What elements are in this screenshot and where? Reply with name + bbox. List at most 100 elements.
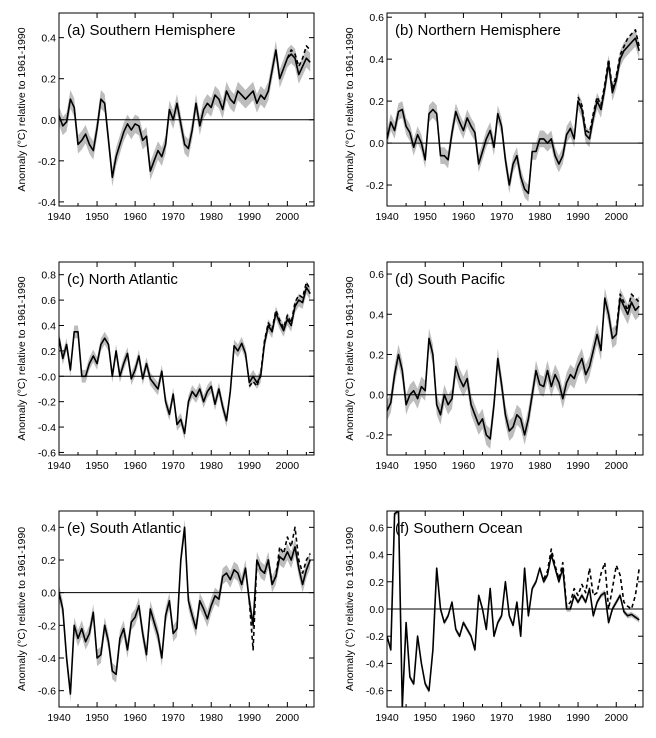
y-tick-label: -0.2	[366, 430, 384, 442]
y-axis-label: Anomaly (°C) relative to 1961-1990	[16, 276, 28, 440]
y-tick-label: 0.6	[369, 12, 384, 24]
y-tick-label: 0.2	[369, 96, 384, 108]
y-tick-label: -0.4	[38, 653, 56, 665]
y-tick-label: -0.4	[366, 658, 384, 670]
x-tick-label: 1950	[85, 460, 109, 472]
y-tick-label: -0.4	[38, 197, 56, 209]
x-tick-label: 2000	[605, 460, 629, 472]
y-tick-label: 0.0	[369, 390, 384, 402]
y-tick-label: 0.2	[369, 349, 384, 361]
x-tick-label: 2000	[605, 211, 629, 223]
x-tick-label: 1950	[414, 712, 438, 724]
uncertainty-band	[387, 29, 640, 202]
y-tick-label: -0.2	[38, 620, 56, 632]
panel-title: (e) South Atlantic	[67, 520, 182, 537]
panel-south-pacific: 1940 1950 1960 1970 1980 1990 2000 -0.2 0.0 0.2 0.…	[344, 261, 644, 472]
y-tick-label: 0.4	[41, 522, 56, 534]
panel-title: (b) Northern Hemisphere	[395, 22, 561, 39]
x-tick-label: 1960	[123, 211, 147, 223]
panel-southern-ocean: 1940 1950 1960 1970 1980 1990 2000 -0.6 -0.4 -0.2…	[344, 510, 644, 724]
y-tick-label: -0.2	[366, 180, 384, 192]
x-tick-label: 1990	[238, 460, 262, 472]
series-line-solid	[387, 511, 640, 707]
uncertainty-band	[59, 40, 311, 187]
y-tick-label: 0.0	[369, 604, 384, 616]
y-tick-label: -0.2	[38, 156, 56, 168]
y-tick-label: 0.6	[369, 522, 384, 534]
plot-area	[387, 288, 643, 449]
y-tick-label: 0.0	[41, 588, 56, 600]
series-line-solid	[387, 37, 640, 195]
x-tick-label: 1980	[200, 712, 224, 724]
x-tick-label: 1960	[452, 712, 476, 724]
x-tick-label: 1950	[85, 211, 109, 223]
y-tick-label: -0.4	[38, 422, 56, 434]
y-tick-label: 0.0	[369, 138, 384, 150]
x-tick-label: 1950	[85, 712, 109, 724]
series-line-solid	[59, 49, 311, 179]
panel-south-atlantic: 1940 1950 1960 1970 1980 1990 2000 -0.6 -0.4 -0.2…	[16, 510, 315, 724]
panel-southern-hemisphere: 1940 1950 1960 1970 1980 1990 2000 -0.4 -0.2 0.0 0…	[16, 12, 315, 223]
y-tick-label: 0.2	[41, 555, 56, 567]
x-tick-label: 1940	[47, 712, 71, 724]
x-tick-label: 1950	[414, 460, 438, 472]
y-tick-label: 0.4	[41, 33, 56, 45]
uncertainty-band	[387, 288, 640, 449]
y-tick-label: 0.2	[41, 346, 56, 358]
x-tick-label: 1960	[452, 460, 476, 472]
y-tick-label: 0.4	[369, 309, 384, 321]
plot-frame	[58, 510, 315, 708]
plot-area	[387, 29, 643, 202]
panel-title: (d) South Pacific	[395, 271, 506, 288]
plot-area	[59, 40, 314, 187]
uncertainty-band	[59, 519, 311, 703]
uncertainty-band	[59, 281, 311, 440]
x-tick-label: 2000	[276, 712, 300, 724]
y-axis-label: Anomaly (°C) relative to 1961-1990	[344, 27, 356, 191]
x-tick-label: 1970	[161, 211, 185, 223]
plot-frame	[386, 261, 644, 456]
series-line-dashed	[286, 45, 311, 68]
series-line-solid	[387, 297, 640, 440]
x-tick-label: 2000	[605, 712, 629, 724]
x-tick-label: 1960	[123, 460, 147, 472]
y-tick-label: -0.6	[38, 686, 56, 698]
y-tick-label: 0.2	[369, 577, 384, 589]
series-line-dashed	[248, 526, 311, 651]
x-tick-label: 1970	[161, 712, 185, 724]
panel-northern-hemisphere: 1940 1950 1960 1970 1980 1990 2000 -0.2 0.0 0.2 0.…	[344, 12, 644, 223]
series-line-dashed	[615, 293, 640, 331]
panel-title: (a) Southern Hemisphere	[67, 22, 235, 39]
x-tick-label: 1990	[238, 712, 262, 724]
y-axis-label: Anomaly (°C) relative to 1961-1990	[16, 527, 28, 691]
plot-area	[59, 519, 314, 703]
x-tick-label: 1940	[47, 460, 71, 472]
series-line-dashed	[577, 29, 640, 134]
y-axis-label: Anomaly (°C) relative to 1961-1990	[16, 27, 28, 191]
plot-frame	[58, 261, 315, 456]
x-tick-label: 1980	[528, 211, 552, 223]
x-tick-label: 1950	[414, 211, 438, 223]
x-tick-label: 1980	[528, 460, 552, 472]
x-tick-label: 1970	[490, 211, 514, 223]
x-tick-label: 1990	[566, 211, 590, 223]
x-tick-label: 1990	[566, 460, 590, 472]
x-tick-label: 1940	[47, 211, 71, 223]
x-tick-label: 1940	[375, 211, 399, 223]
x-tick-label: 1940	[375, 712, 399, 724]
y-tick-label: 0.4	[41, 320, 56, 332]
panel-north-atlantic: 1940 1950 1960 1970 1980 1990 2000 -0.6 -0.4 -0.2…	[16, 261, 315, 472]
x-tick-label: 1940	[375, 460, 399, 472]
plot-area	[387, 511, 643, 707]
x-tick-label: 1970	[161, 460, 185, 472]
x-tick-label: 1960	[123, 712, 147, 724]
y-tick-label: -0.6	[366, 686, 384, 698]
y-tick-label: -0.2	[366, 631, 384, 643]
plot-frame	[386, 12, 644, 207]
x-tick-label: 2000	[276, 460, 300, 472]
y-tick-label: 0.4	[369, 54, 384, 66]
x-tick-label: 1980	[200, 460, 224, 472]
x-tick-label: 1980	[200, 211, 224, 223]
y-tick-label: 0.2	[41, 74, 56, 86]
y-tick-label: 0.0	[41, 115, 56, 127]
